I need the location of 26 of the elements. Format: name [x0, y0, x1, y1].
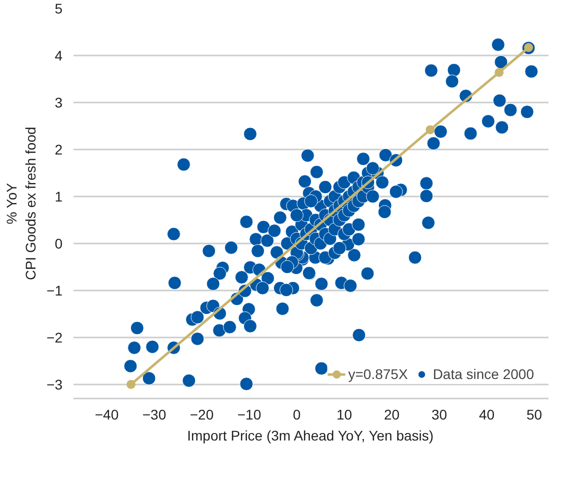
- legend-label: y=0.875X: [348, 366, 408, 382]
- y-axis-title: % YoY CPI Goods ex fresh food: [3, 126, 39, 280]
- point: [494, 68, 504, 77]
- x-tick-label: −20: [190, 406, 214, 422]
- x-tick-label: 40: [478, 406, 495, 422]
- x-tick-label: −40: [94, 406, 119, 422]
- y-tick-label: 4: [54, 47, 63, 64]
- x-tick-label: 30: [431, 406, 448, 422]
- y-tick-label: −2: [46, 329, 63, 346]
- y-tick-label: 5: [54, 0, 63, 16]
- x-tick-label: 0: [292, 406, 301, 422]
- point: [126, 380, 136, 389]
- x-tick-label: 20: [384, 406, 400, 422]
- y-tick-label: 1: [54, 188, 63, 204]
- x-tick-label: 50: [526, 406, 542, 422]
- y-tick-label: 2: [54, 141, 63, 158]
- y-tick-label: −3: [46, 376, 63, 392]
- x-tick-label: 10: [336, 406, 352, 422]
- y-tick-label: 3: [54, 94, 63, 110]
- point: [426, 125, 435, 134]
- x-tick-label: −30: [142, 406, 166, 422]
- y-tick-label: 0: [54, 235, 63, 252]
- x-axis-title: Import Price (3m Ahead YoY, Yen basis): [187, 428, 434, 444]
- y-tick-label: −1: [46, 282, 63, 298]
- legend-label: Data since 2000: [432, 366, 534, 382]
- x-tick-label: −10: [237, 406, 262, 422]
